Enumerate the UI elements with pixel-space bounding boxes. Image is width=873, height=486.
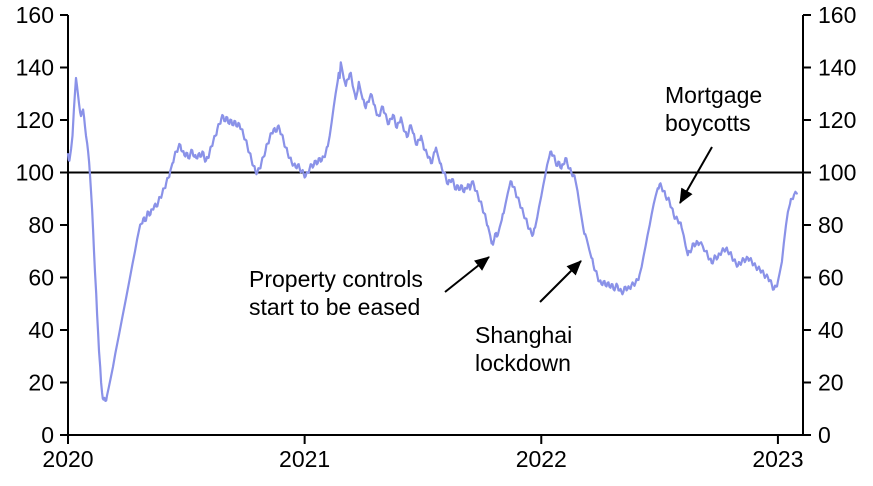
y-axis-label-left: 100 bbox=[16, 160, 54, 186]
annotation-text-property-controls: start to be eased bbox=[249, 294, 420, 320]
annotation-arrow-shanghai-lockdown bbox=[539, 260, 582, 303]
y-axis-label-right: 20 bbox=[818, 370, 844, 396]
y-axis-label-right: 120 bbox=[818, 107, 856, 133]
y-axis-label-right: 160 bbox=[818, 2, 856, 28]
y-axis-label-left: 140 bbox=[16, 55, 54, 81]
annotation-text-mortgage-boycotts: Mortgage bbox=[665, 82, 762, 108]
y-axis-label-right: 0 bbox=[818, 422, 831, 448]
annotation-text-property-controls: Property controls bbox=[249, 266, 423, 292]
y-axis-label-left: 60 bbox=[28, 265, 54, 291]
annotation-text-shanghai-lockdown: Shanghai bbox=[475, 322, 572, 348]
y-axis-label-right: 80 bbox=[818, 212, 844, 238]
y-axis-label-left: 40 bbox=[28, 317, 54, 343]
y-axis-label-left: 80 bbox=[28, 212, 54, 238]
series-line-index-line bbox=[66, 61, 798, 402]
y-axis-label-left: 20 bbox=[28, 370, 54, 396]
annotation-text-shanghai-lockdown: lockdown bbox=[475, 350, 571, 376]
y-axis-label-left: 0 bbox=[41, 422, 54, 448]
annotation-arrow-mortgage-boycotts bbox=[679, 146, 713, 204]
annotation-text-mortgage-boycotts: boycotts bbox=[665, 110, 751, 136]
annotation-arrow-property-controls bbox=[444, 256, 490, 293]
x-axis-label: 2022 bbox=[516, 446, 567, 472]
y-axis-label-right: 60 bbox=[818, 265, 844, 291]
y-axis-label-left: 160 bbox=[16, 2, 54, 28]
x-axis-label: 2021 bbox=[279, 446, 330, 472]
x-axis-label: 2020 bbox=[42, 446, 93, 472]
x-axis-label: 2023 bbox=[752, 446, 803, 472]
y-axis-label-left: 120 bbox=[16, 107, 54, 133]
y-axis-label-right: 100 bbox=[818, 160, 856, 186]
y-axis-label-right: 40 bbox=[818, 317, 844, 343]
y-axis-label-right: 140 bbox=[818, 55, 856, 81]
axis-spines bbox=[67, 15, 804, 436]
